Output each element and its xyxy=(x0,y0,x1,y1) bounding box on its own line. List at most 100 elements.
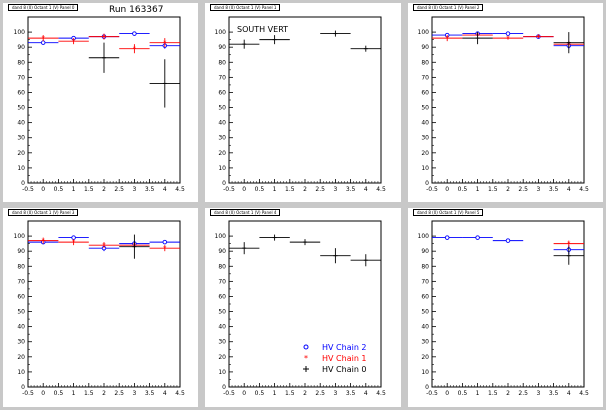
x-tick-label: 3.5 xyxy=(145,186,155,193)
x-tick-label: 0.5 xyxy=(255,390,265,397)
x-tick-label: 3 xyxy=(536,186,540,193)
pad-title: dand 8 (0) Octant 1 (V) Panel 3 xyxy=(8,209,79,216)
y-tick-label: 40 xyxy=(218,324,226,331)
x-tick-label: 1 xyxy=(72,390,76,397)
x-tick-label: 1.5 xyxy=(84,186,94,193)
y-tick-label: 50 xyxy=(17,105,25,112)
y-tick-label: 90 xyxy=(17,248,25,255)
x-tick-label: 0 xyxy=(41,390,45,397)
x-tick-label: 4 xyxy=(163,186,167,193)
y-tick-label: 60 xyxy=(218,293,226,300)
x-tick-label: 1 xyxy=(72,186,76,193)
hv-chain-1-point: * xyxy=(445,35,449,43)
y-tick-label: 10 xyxy=(421,369,429,376)
y-tick-label: 20 xyxy=(421,354,429,361)
y-tick-label: 30 xyxy=(17,339,25,346)
y-tick-label: 100 xyxy=(418,29,430,36)
y-tick-label: 0 xyxy=(21,384,25,391)
x-tick-label: 4 xyxy=(567,186,571,193)
x-tick-label: 2.5 xyxy=(114,390,124,397)
x-tick-label: 2 xyxy=(303,390,307,397)
y-tick-label: 90 xyxy=(17,44,25,51)
y-tick-label: 60 xyxy=(421,89,429,96)
x-tick-label: 2.5 xyxy=(518,390,528,397)
hv-chain-2-point xyxy=(475,235,480,240)
y-tick-label: 60 xyxy=(421,293,429,300)
pad-panel-5 xyxy=(408,208,603,407)
x-tick-label: 2 xyxy=(102,390,106,397)
x-tick-label: 4.5 xyxy=(175,186,185,193)
x-tick-label: 1.5 xyxy=(285,186,295,193)
hv-chain-1-point: * xyxy=(72,38,76,46)
x-tick-label: 0.5 xyxy=(54,186,64,193)
x-tick-label: 3 xyxy=(333,186,337,193)
x-tick-label: 3.5 xyxy=(549,186,559,193)
plot-frame xyxy=(27,16,181,184)
x-tick-label: 0 xyxy=(41,186,45,193)
y-tick-label: 100 xyxy=(418,233,430,240)
x-tick-label: 4 xyxy=(567,390,571,397)
pad-title: dand 8 (0) Octant 1 (V) Panel 4 xyxy=(210,209,281,216)
y-tick-label: 90 xyxy=(421,44,429,51)
x-tick-label: 4 xyxy=(163,390,167,397)
x-tick-label: 2.5 xyxy=(315,186,325,193)
x-tick-label: 3 xyxy=(132,390,136,397)
pad-panel-1 xyxy=(205,3,401,202)
x-tick-label: 1 xyxy=(476,390,480,397)
x-tick-label: 0.5 xyxy=(458,186,468,193)
y-tick-label: 90 xyxy=(218,44,226,51)
y-tick-label: 20 xyxy=(218,354,226,361)
y-tick-label: 40 xyxy=(17,120,25,127)
x-tick-label: 3 xyxy=(536,390,540,397)
hv-chain-1-point: * xyxy=(41,237,45,245)
x-tick-label: 2.5 xyxy=(315,390,325,397)
x-tick-label: 3.5 xyxy=(549,390,559,397)
pad-title: dand 8 (0) Octant 1 (V) Panel 1 xyxy=(210,4,281,11)
x-tick-label: 0.5 xyxy=(255,186,265,193)
x-tick-label: 3.5 xyxy=(346,390,356,397)
legend-label: HV Chain 1 xyxy=(322,354,367,363)
x-tick-label: -0.5 xyxy=(22,186,34,193)
y-tick-label: 100 xyxy=(215,29,227,36)
x-tick-label: 3.5 xyxy=(346,186,356,193)
plot-frame xyxy=(431,220,585,388)
y-tick-label: 80 xyxy=(17,263,25,270)
y-tick-label: 50 xyxy=(17,309,25,316)
y-tick-label: 80 xyxy=(17,59,25,66)
x-tick-label: 0 xyxy=(242,186,246,193)
hv-chain-1-point: * xyxy=(102,33,106,41)
pad-title: dand 8 (0) Octant 1 (V) Panel 2 xyxy=(413,4,484,11)
x-tick-label: 4.5 xyxy=(579,390,589,397)
y-tick-label: 30 xyxy=(218,135,226,142)
pad-title: dand 8 (0) Octant 1 (V) Panel 5 xyxy=(413,209,484,216)
x-tick-label: 1 xyxy=(273,390,277,397)
y-tick-label: 50 xyxy=(421,105,429,112)
y-tick-label: 0 xyxy=(222,384,226,391)
y-tick-label: 80 xyxy=(218,59,226,66)
y-tick-label: 90 xyxy=(421,248,429,255)
run-label: Run 163367 xyxy=(109,5,164,15)
x-tick-label: 4 xyxy=(364,186,368,193)
x-tick-label: 0 xyxy=(242,390,246,397)
y-tick-label: 70 xyxy=(421,278,429,285)
y-tick-label: 10 xyxy=(17,165,25,172)
legend-label: HV Chain 2 xyxy=(322,343,367,352)
legend-label: HV Chain 0 xyxy=(322,365,367,374)
y-tick-label: 40 xyxy=(218,120,226,127)
plot-frame xyxy=(228,16,382,184)
y-tick-label: 80 xyxy=(218,263,226,270)
x-tick-label: 2 xyxy=(506,390,510,397)
y-tick-label: 70 xyxy=(421,74,429,81)
y-tick-label: 100 xyxy=(14,29,26,36)
x-tick-label: 2 xyxy=(303,186,307,193)
x-tick-label: -0.5 xyxy=(426,390,438,397)
x-tick-label: -0.5 xyxy=(223,186,235,193)
y-tick-label: 40 xyxy=(17,324,25,331)
hv-chain-1-point: * xyxy=(163,39,167,47)
hv-chain-1-point: * xyxy=(41,35,45,43)
x-tick-label: 1.5 xyxy=(488,186,498,193)
x-tick-label: 0.5 xyxy=(458,390,468,397)
legend-marker-circle xyxy=(303,344,309,350)
